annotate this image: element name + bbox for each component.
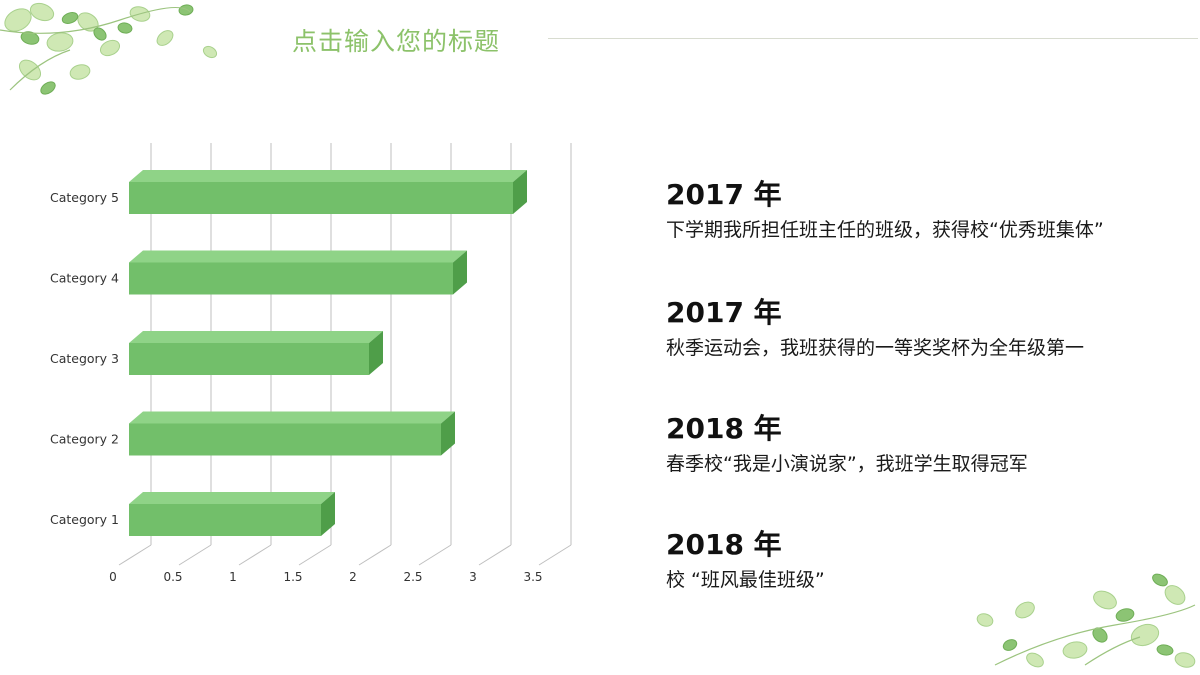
bar-front-face (129, 182, 513, 214)
gridline (118, 544, 152, 566)
bar-front-face (129, 504, 321, 536)
gridline (178, 544, 212, 566)
bar (129, 331, 383, 375)
x-tick-label: 1 (229, 570, 237, 584)
bar-side-face (441, 411, 455, 456)
category-label: Category 3 (50, 351, 119, 366)
bar-front-face (129, 343, 369, 375)
category-label: Category 4 (50, 271, 119, 286)
timeline-entry: 2017 年 下学期我所担任班主任的班级，获得校“优秀班集体” (666, 178, 1104, 242)
timeline-entry: 2017 年 秋季运动会，我班获得的一等奖奖杯为全年级第一 (666, 296, 1084, 360)
bar-side-face (453, 250, 467, 295)
bar-side-face (513, 170, 527, 214)
gridline (538, 544, 572, 566)
gridline (478, 544, 512, 566)
timeline-text: 下学期我所担任班主任的班级，获得校“优秀班集体” (666, 219, 1104, 241)
bar-side-face (369, 331, 383, 375)
bar-top-face (129, 411, 455, 424)
bar (129, 492, 335, 536)
x-tick-label: 3 (469, 570, 477, 584)
bar-top-face (129, 331, 383, 343)
timeline-entry: 2018 年 校 “班风最佳班级” (666, 528, 825, 592)
timeline-year: 2018 年 (666, 412, 782, 445)
bar-top-face (129, 250, 467, 263)
timeline-text: 校 “班风最佳班级” (666, 569, 825, 591)
x-tick-label: 2 (349, 570, 357, 584)
bar-side-face (321, 492, 335, 536)
x-tick-label: 0 (109, 570, 117, 584)
gridline (298, 544, 332, 566)
timeline-year: 2017 年 (666, 178, 782, 211)
slide-title: 点击输入您的标题 (292, 27, 501, 56)
gridline (358, 544, 392, 566)
bar-front-face (129, 423, 441, 456)
category-label: Category 1 (50, 512, 119, 527)
bar-top-face (129, 170, 527, 182)
bar-top-face (129, 492, 335, 504)
bar-front-face (129, 262, 453, 295)
bar (129, 250, 467, 295)
x-tick-label: 0.5 (163, 570, 182, 584)
gridline (238, 544, 272, 566)
timeline-text: 春季校“我是小演说家”，我班学生取得冠军 (666, 453, 1028, 475)
x-tick-label: 1.5 (283, 570, 302, 584)
category-label: Category 5 (50, 190, 119, 205)
leaf-cluster-icon (0, 2, 218, 95)
bar (129, 170, 527, 214)
gridline (418, 544, 452, 566)
x-tick-label: 2.5 (403, 570, 422, 584)
timeline-text: 秋季运动会，我班获得的一等奖奖杯为全年级第一 (666, 337, 1085, 359)
leaf-cluster-icon (976, 573, 1196, 668)
timeline-year: 2018 年 (666, 528, 782, 561)
bar-chart: 0 0.5 1 1.5 2 2.5 3 3.5 Category 1 Category 2 Cate… (50, 143, 572, 584)
bar (129, 411, 455, 456)
category-label: Category 2 (50, 432, 119, 447)
timeline-year: 2017 年 (666, 296, 782, 329)
title-divider (548, 38, 1198, 39)
timeline-entry: 2018 年 春季校“我是小演说家”，我班学生取得冠军 (666, 412, 1028, 476)
x-tick-label: 3.5 (523, 570, 542, 584)
